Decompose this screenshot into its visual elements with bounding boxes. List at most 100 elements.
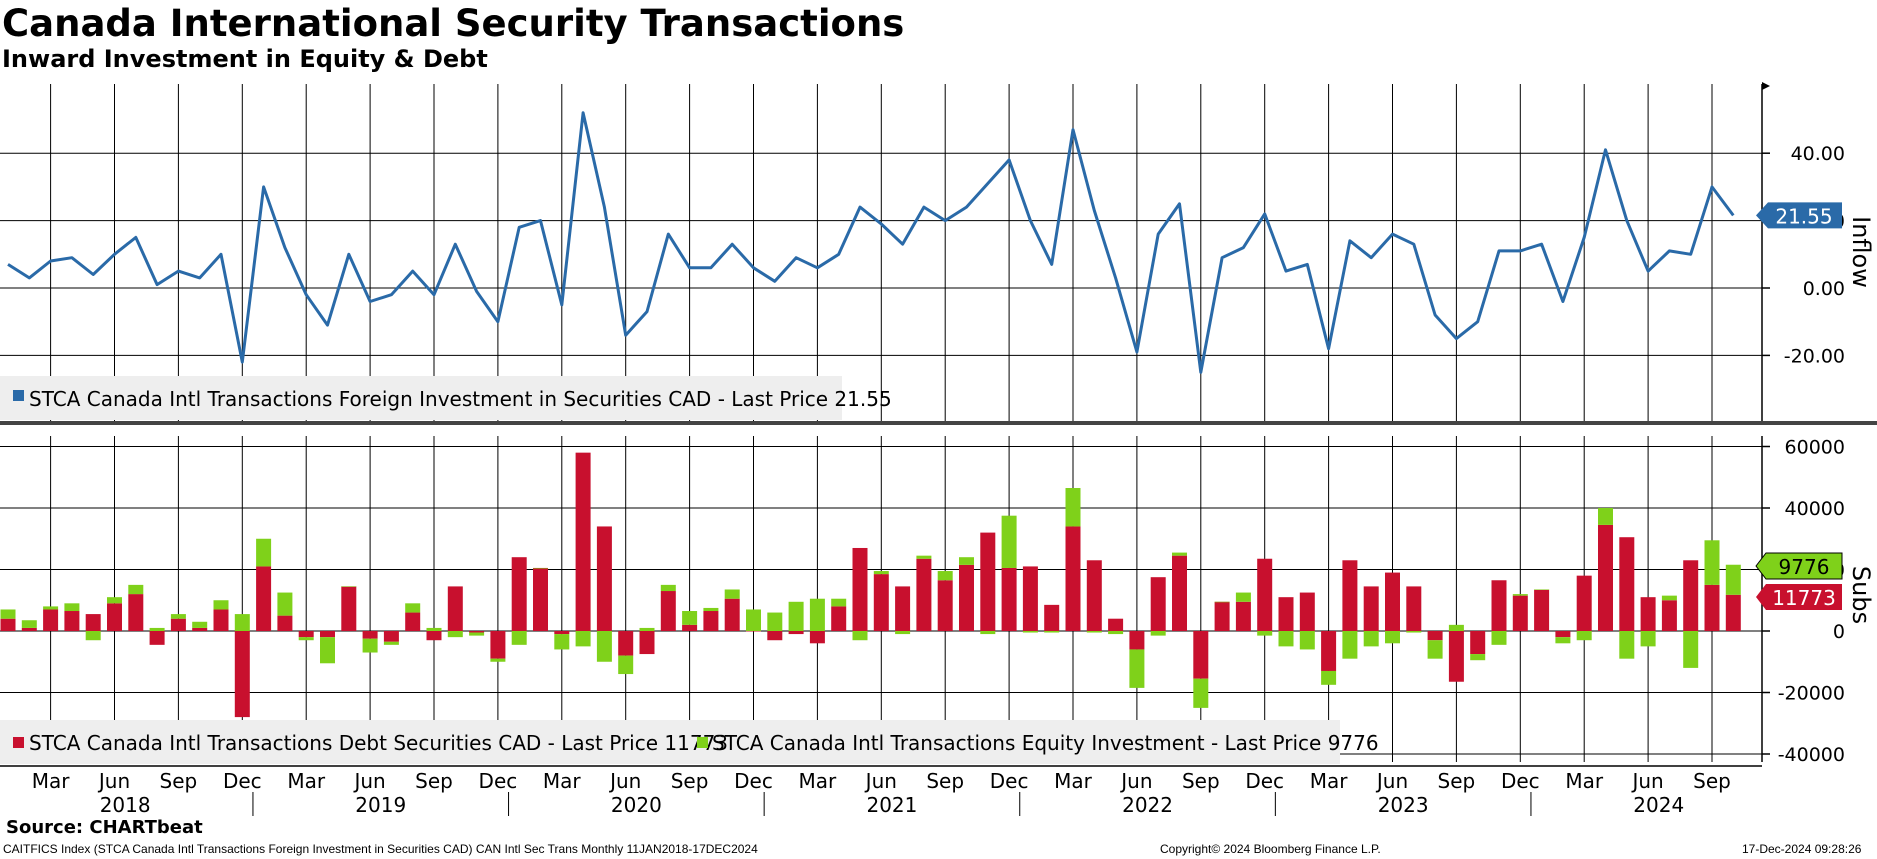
bar-equity	[1491, 631, 1507, 645]
bar-debt	[0, 618, 16, 631]
x-month-label: Mar	[1054, 769, 1093, 793]
x-year-label: 2022	[1122, 793, 1173, 817]
bar-equity	[1576, 631, 1592, 641]
bar-equity	[1214, 601, 1230, 603]
bar-equity	[1619, 631, 1635, 659]
bar-equity	[383, 641, 399, 645]
bar-debt	[1235, 601, 1251, 631]
bar-equity	[809, 598, 825, 631]
bar-debt	[128, 594, 144, 631]
bar-debt	[767, 631, 783, 641]
bottom-legend-swatch-equity	[697, 737, 708, 748]
bar-equity	[426, 627, 442, 631]
bar-debt	[1086, 560, 1102, 631]
bar-debt	[959, 564, 974, 631]
bar-equity	[959, 557, 974, 565]
x-month-label: Dec	[1501, 769, 1540, 793]
bar-debt	[1172, 555, 1187, 631]
last-price-label-equity: 9776	[1779, 555, 1830, 579]
x-month-label: Mar	[1565, 769, 1604, 793]
x-month-label: Sep	[415, 769, 453, 793]
bar-debt	[1278, 597, 1294, 631]
bar-equity	[533, 567, 548, 569]
bar-equity	[170, 614, 186, 619]
bar-equity	[1640, 631, 1656, 647]
bar-debt	[1534, 589, 1550, 631]
bar-equity	[1342, 631, 1358, 659]
bar-equity	[234, 614, 250, 631]
bottom-ytick-label: 40000	[1785, 498, 1845, 520]
bar-equity	[192, 621, 208, 628]
bar-equity	[788, 601, 804, 631]
bar-debt	[1512, 595, 1528, 631]
bar-debt	[192, 627, 208, 631]
bar-equity	[1001, 515, 1017, 568]
bar-debt	[1299, 592, 1315, 631]
bar-debt	[1129, 631, 1145, 650]
bar-equity	[128, 584, 144, 595]
bar-equity	[1022, 631, 1038, 633]
bar-debt	[170, 618, 186, 631]
bar-equity	[1725, 564, 1741, 595]
x-month-label: Sep	[1693, 769, 1731, 793]
bottom-ytick-label: -20000	[1778, 683, 1845, 705]
x-month-label: Mar	[32, 769, 71, 793]
bar-debt	[1150, 577, 1166, 631]
bar-equity	[298, 637, 314, 641]
bar-debt	[469, 631, 485, 633]
bar-equity	[64, 603, 80, 612]
bar-equity	[1193, 678, 1209, 708]
bar-equity	[341, 586, 357, 587]
bar-debt	[618, 631, 634, 656]
bar-equity	[703, 607, 719, 612]
bar-debt	[447, 586, 463, 631]
x-year-label: 2019	[355, 793, 406, 817]
x-month-label: Sep	[1182, 769, 1220, 793]
bar-debt	[149, 631, 165, 645]
bar-debt	[1725, 594, 1741, 631]
last-price-label-debt: 11773	[1772, 586, 1836, 610]
bar-debt	[1321, 631, 1337, 671]
bar-debt	[980, 532, 996, 631]
bar-equity	[1278, 631, 1294, 647]
footer-copyright: Copyright© 2024 Bloomberg Finance L.P.	[1160, 842, 1381, 856]
bar-debt	[554, 631, 570, 635]
bar-equity	[852, 631, 868, 641]
bar-debt	[533, 567, 548, 631]
bar-equity	[746, 609, 761, 631]
source-label: Source: CHARTbeat	[6, 817, 203, 838]
bar-debt	[575, 452, 591, 631]
x-month-label: Jun	[1119, 769, 1152, 793]
line-series-foreign-investment	[7, 111, 1735, 374]
bar-equity	[277, 592, 293, 616]
x-month-label: Jun	[352, 769, 385, 793]
bar-equity	[660, 584, 676, 592]
bar-debt	[511, 557, 527, 631]
bottom-ytick-label: 60000	[1785, 437, 1845, 459]
x-month-label: Dec	[734, 769, 773, 793]
bar-debt	[320, 631, 335, 638]
bar-debt	[1661, 600, 1677, 631]
bar-equity	[682, 611, 698, 625]
bar-debt	[1108, 618, 1124, 631]
bar-debt	[277, 615, 293, 631]
x-month-label: Dec	[1245, 769, 1284, 793]
bar-debt	[1257, 558, 1273, 631]
bar-equity	[1257, 631, 1273, 636]
bar-debt	[1342, 560, 1358, 631]
bar-debt	[426, 631, 442, 641]
bar-equity	[469, 632, 485, 636]
bar-debt	[213, 609, 229, 631]
bottom-ytick-label: 0	[1833, 621, 1845, 643]
bar-debt	[1598, 524, 1613, 631]
top-legend-swatch	[13, 390, 24, 401]
last-price-marker-debt	[1756, 584, 1842, 610]
bar-equity	[1299, 631, 1315, 650]
top-ytick-label: 40.00	[1791, 143, 1845, 165]
bar-debt	[1385, 572, 1400, 631]
bar-debt	[895, 586, 911, 631]
bottom-legend-swatch-debt	[13, 737, 24, 748]
bar-debt	[1640, 597, 1656, 631]
top-legend-text: STCA Canada Intl Transactions Foreign In…	[29, 387, 892, 411]
bar-equity	[0, 609, 16, 619]
